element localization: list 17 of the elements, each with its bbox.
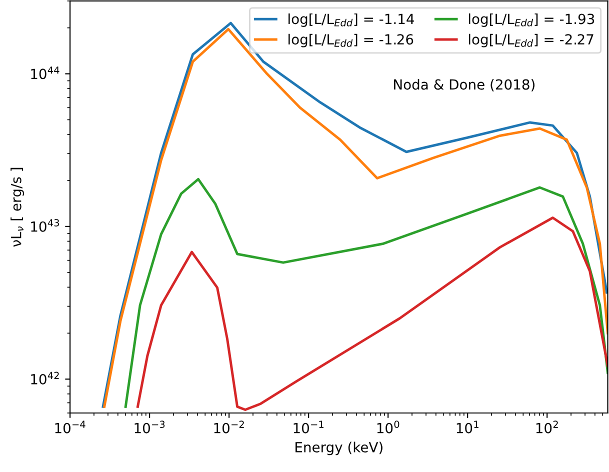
x-tick-label: 10$^{2}$ — [536, 420, 558, 434]
legend-label: log[L/L$_{Edd}$] = -2.27 — [468, 34, 594, 48]
annotation: Noda & Done (2018) — [394, 78, 534, 92]
legend-label: log[L/L$_{Edd}$] = -1.14 — [288, 13, 414, 27]
x-tick-label: 10$^{−2}$ — [214, 420, 244, 434]
x-axis-title: Energy (keV) — [296, 442, 382, 456]
y-tick-label: 10$^{42}$ — [31, 372, 59, 384]
x-tick-label: 10$^{−3}$ — [134, 420, 165, 434]
x-tick-label: 10$^{−1}$ — [294, 420, 324, 434]
y-tick-label: 10$^{44}$ — [31, 66, 60, 80]
x-tick-label: 10$^{1}$ — [456, 420, 478, 434]
y-axis-title: νL$_{ν}$ [ erg/s ] — [10, 168, 24, 247]
legend-label: log[L/L$_{Edd}$] = -1.26 — [288, 34, 414, 48]
y-tick-label: 10$^{43}$ — [31, 219, 60, 232]
x-tick-label: 10$^{0}$ — [377, 420, 400, 434]
legend-label: log[L/L$_{Edd}$] = -1.93 — [468, 13, 594, 27]
x-tick-label: 10$^{−4}$ — [55, 420, 86, 434]
